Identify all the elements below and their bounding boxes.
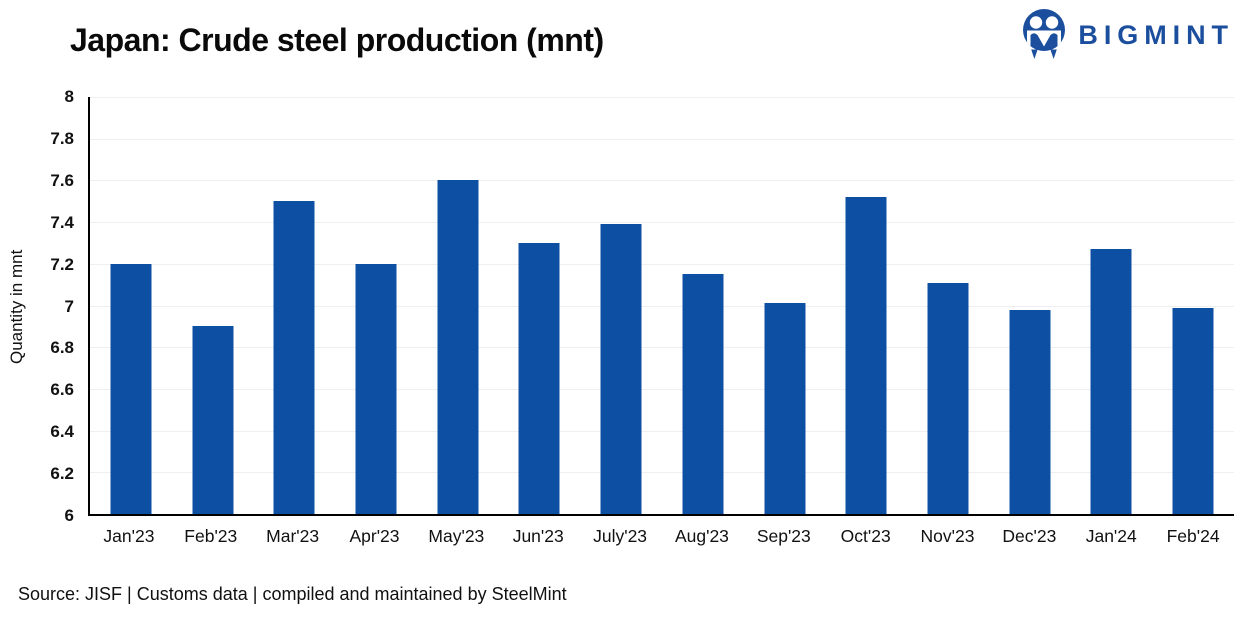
y-tick-6-4: 6.4 bbox=[50, 422, 74, 442]
bar-slot-july23 bbox=[580, 97, 662, 514]
y-axis-ticks: 8 7.8 7.6 7.4 7.2 7 6.8 6.6 6.4 6.2 6 bbox=[0, 87, 74, 525]
x-tick-mar23: Mar'23 bbox=[266, 526, 320, 546]
bar-jan23 bbox=[110, 263, 152, 514]
bar-slot-mar23 bbox=[253, 97, 335, 514]
gridline bbox=[90, 97, 1234, 98]
gridline bbox=[90, 222, 1234, 224]
bar-slot-feb24 bbox=[1152, 97, 1234, 514]
bar-feb23 bbox=[192, 326, 234, 514]
x-tick-oct23: Oct'23 bbox=[840, 526, 891, 546]
gridline bbox=[90, 472, 1234, 474]
x-tick-july23: July'23 bbox=[593, 526, 648, 546]
x-tick-may23: May'23 bbox=[428, 526, 485, 546]
y-tick-7-6: 7.6 bbox=[50, 170, 74, 190]
bar-dec23 bbox=[1009, 309, 1051, 514]
y-tick-6-2: 6.2 bbox=[50, 464, 74, 484]
x-axis-labels: Jan'23 Feb'23 Mar'23 Apr'23 May'23 Jun'23 July… bbox=[88, 526, 1234, 547]
x-tick-jan23: Jan'23 bbox=[103, 526, 155, 546]
bigmint-logo: BIGMINT bbox=[1022, 8, 1234, 62]
bar-mar23 bbox=[273, 201, 315, 514]
bar-slot-dec23 bbox=[989, 97, 1071, 514]
bar-apr23 bbox=[355, 263, 397, 514]
y-tick-6-8: 6.8 bbox=[50, 338, 74, 358]
bigmint-logo-icon bbox=[1023, 9, 1066, 59]
x-tick-apr23: Apr'23 bbox=[349, 526, 400, 546]
gridline bbox=[90, 347, 1234, 349]
bar-slot-oct23 bbox=[825, 97, 907, 514]
bar-nov23 bbox=[927, 282, 969, 514]
x-tick-aug23: Aug'23 bbox=[674, 526, 729, 546]
bar-oct23 bbox=[845, 197, 887, 514]
plot-area bbox=[88, 97, 1234, 516]
bar-may23 bbox=[437, 180, 479, 514]
y-tick-7-2: 7.2 bbox=[50, 254, 74, 274]
bar-jun23 bbox=[518, 242, 560, 514]
bar-slot-aug23 bbox=[662, 97, 744, 514]
gridline bbox=[90, 138, 1234, 140]
bars-container bbox=[90, 97, 1234, 514]
x-tick-jun23: Jun'23 bbox=[512, 526, 564, 546]
x-tick-feb23: Feb'23 bbox=[184, 526, 238, 546]
x-tick-feb24: Feb'24 bbox=[1166, 526, 1220, 546]
gridline bbox=[90, 430, 1234, 432]
bar-slot-jan24 bbox=[1071, 97, 1153, 514]
x-tick-dec23: Dec'23 bbox=[1002, 526, 1057, 546]
y-tick-7: 7 bbox=[64, 296, 74, 316]
bar-feb24 bbox=[1172, 307, 1214, 514]
bar-slot-sep23 bbox=[744, 97, 826, 514]
bar-slot-nov23 bbox=[907, 97, 989, 514]
y-tick-7-8: 7.8 bbox=[50, 128, 74, 148]
bar-slot-jun23 bbox=[499, 97, 581, 514]
x-tick-nov23: Nov'23 bbox=[920, 526, 975, 546]
page-title: Japan: Crude steel production (mnt) bbox=[70, 22, 604, 58]
source-note: Source: JISF | Customs data | compiled a… bbox=[18, 584, 567, 604]
x-tick-jan24: Jan'24 bbox=[1085, 526, 1137, 546]
gridline bbox=[90, 263, 1234, 265]
y-tick-7-4: 7.4 bbox=[50, 212, 74, 232]
gridline bbox=[90, 180, 1234, 182]
y-tick-8: 8 bbox=[64, 87, 74, 106]
bar-jan24 bbox=[1090, 249, 1132, 514]
gridline bbox=[90, 388, 1234, 390]
bar-july23 bbox=[600, 224, 642, 514]
bar-aug23 bbox=[682, 274, 724, 514]
bar-slot-jan23 bbox=[90, 97, 172, 514]
bar-slot-feb23 bbox=[172, 97, 254, 514]
bigmint-logo-text: BIGMINT bbox=[1078, 19, 1234, 50]
y-tick-6: 6 bbox=[64, 506, 74, 525]
bar-sep23 bbox=[764, 303, 806, 514]
bar-slot-may23 bbox=[417, 97, 499, 514]
gridline bbox=[90, 305, 1234, 307]
x-tick-sep23: Sep'23 bbox=[756, 526, 811, 546]
bar-slot-apr23 bbox=[335, 97, 417, 514]
y-tick-6-6: 6.6 bbox=[50, 380, 74, 400]
